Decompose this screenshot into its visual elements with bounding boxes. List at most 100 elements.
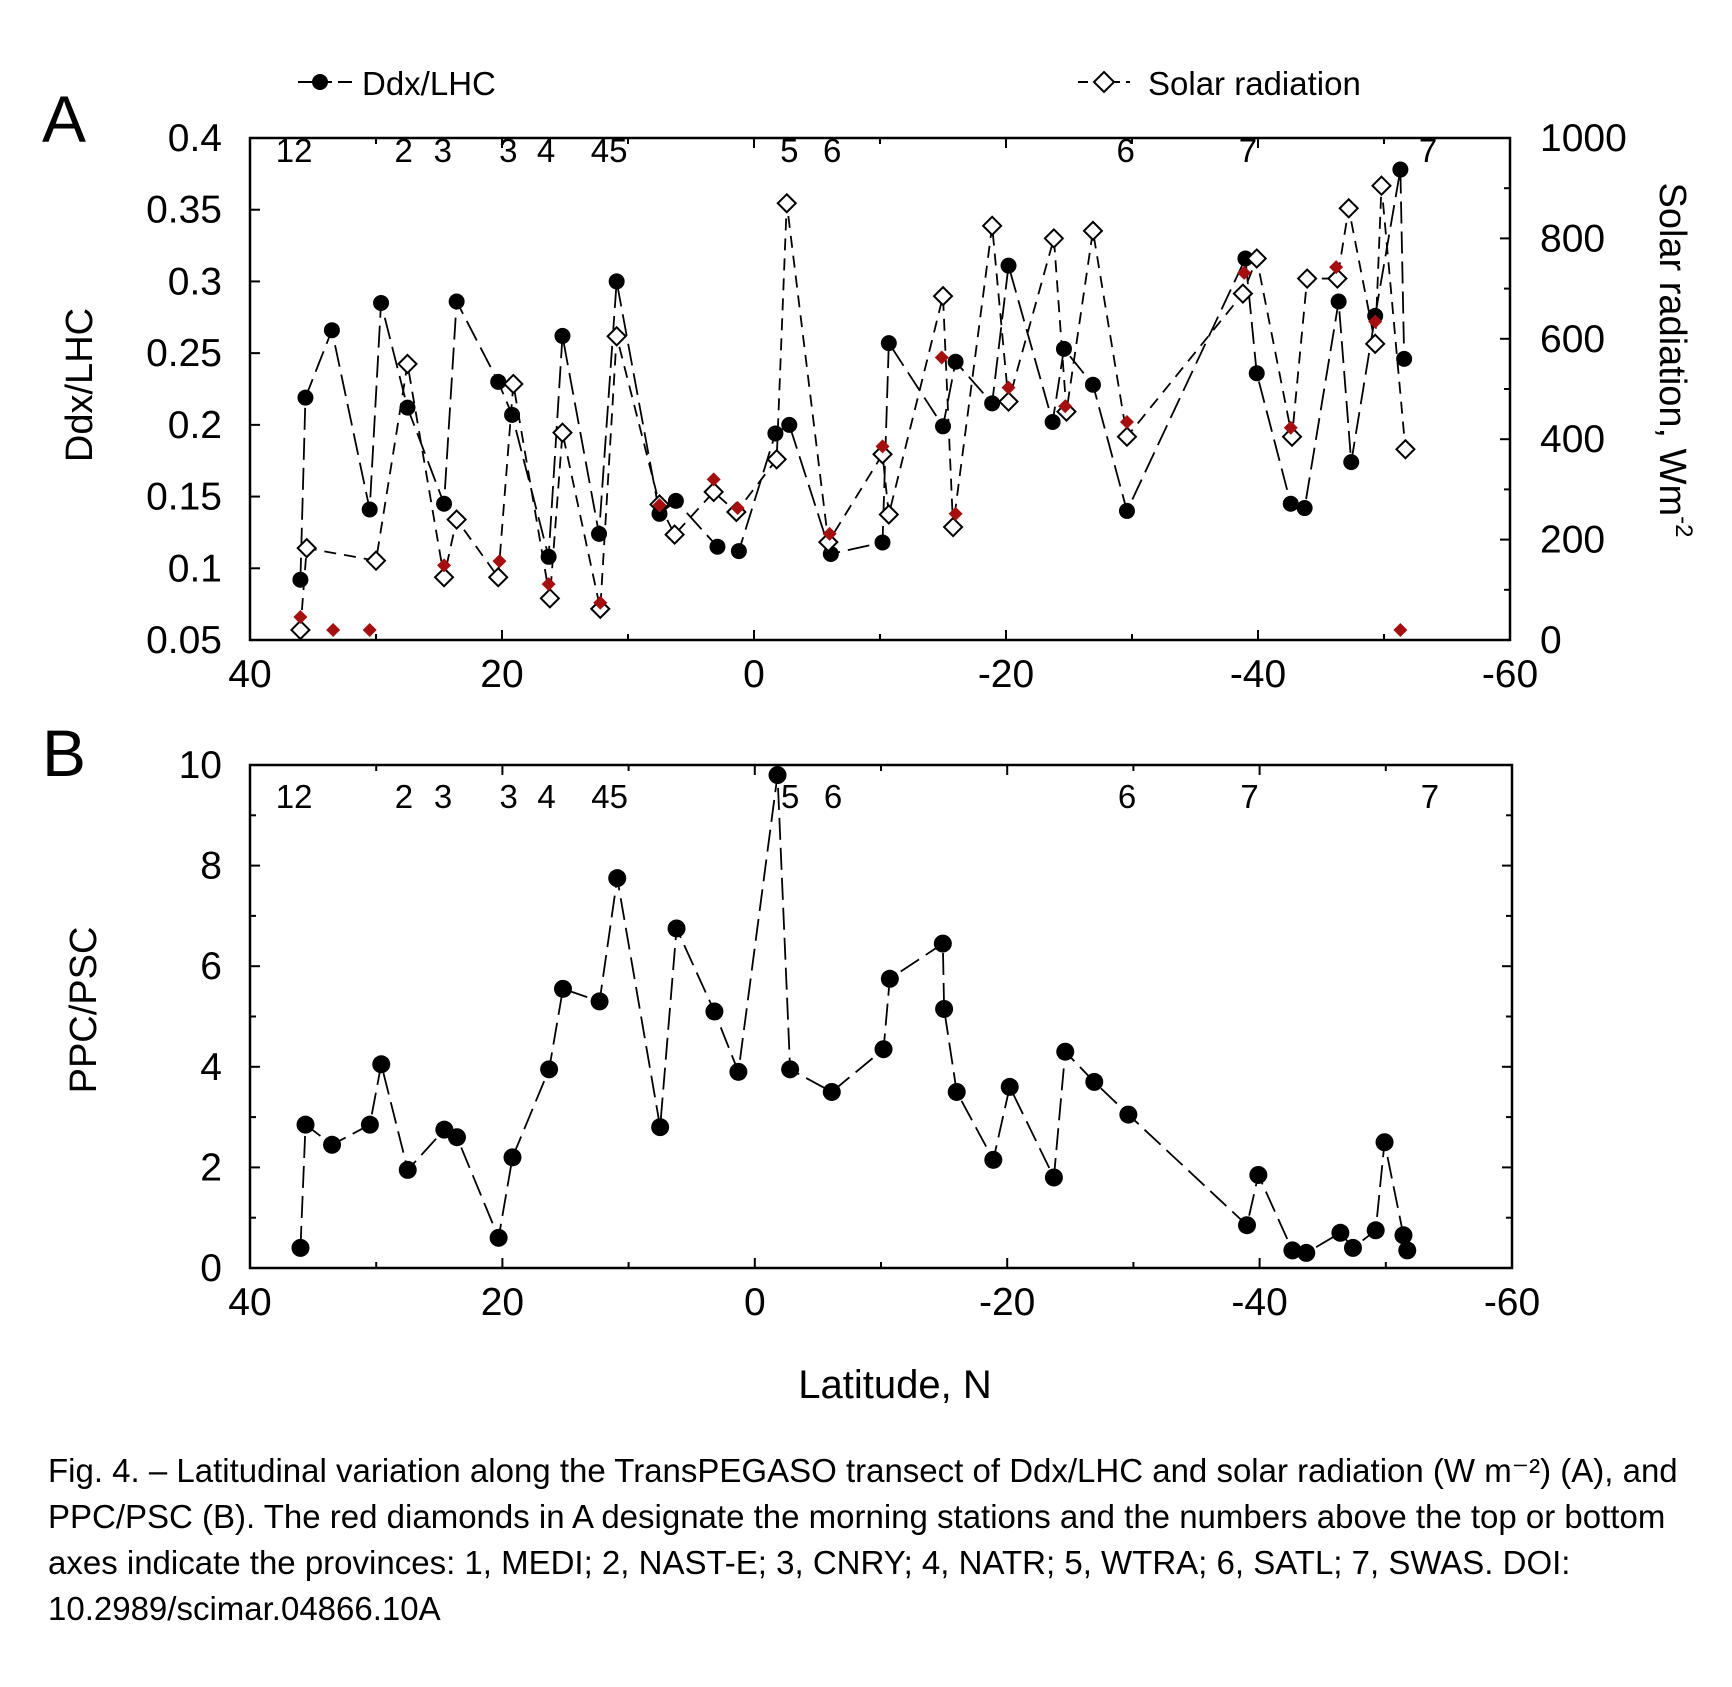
data-point-circle bbox=[1343, 454, 1360, 471]
x-tick-label: -60 bbox=[1484, 1281, 1540, 1324]
province-label: 5 bbox=[781, 778, 799, 815]
y-right-tick-label: 200 bbox=[1540, 519, 1605, 562]
data-point-circle bbox=[1084, 376, 1101, 393]
panel-b-label: B bbox=[42, 716, 86, 790]
y-tick-label: 0.1 bbox=[168, 547, 222, 590]
province-label: 2 bbox=[395, 778, 413, 815]
province-label: 5 bbox=[780, 132, 798, 169]
data-point-circle bbox=[1283, 1241, 1302, 1260]
data-point-circle bbox=[436, 495, 453, 512]
data-point-diamond bbox=[487, 566, 509, 588]
legend-item-ddx: Ddx/LHC bbox=[298, 65, 496, 102]
province-label: 7 bbox=[1240, 778, 1258, 815]
data-point-circle bbox=[1118, 502, 1135, 519]
data-point-circle bbox=[1237, 250, 1254, 267]
morning-station-marker bbox=[1329, 260, 1344, 275]
morning-station-marker bbox=[1283, 420, 1298, 435]
data-point-circle bbox=[1375, 1133, 1394, 1152]
data-point-diamond bbox=[296, 537, 318, 559]
y-right-tick-label: 0 bbox=[1540, 619, 1562, 662]
data-point-diamond bbox=[664, 524, 686, 545]
data-point-diamond bbox=[872, 443, 893, 465]
data-point-circle bbox=[291, 1238, 310, 1257]
data-point-circle bbox=[292, 571, 309, 588]
data-point-circle bbox=[540, 1060, 559, 1079]
data-point-diamond bbox=[878, 504, 900, 525]
legend-label-solar: Solar radiation bbox=[1148, 65, 1361, 102]
data-point-circle bbox=[323, 1135, 342, 1154]
y-tick-label: 8 bbox=[200, 845, 222, 888]
data-point-circle bbox=[608, 273, 625, 290]
panel-a-ylabel: Ddx/LHC bbox=[59, 308, 101, 462]
x-tick-label: 40 bbox=[228, 653, 271, 696]
data-point-diamond bbox=[1043, 227, 1065, 249]
data-point-circle bbox=[590, 992, 609, 1011]
data-point-circle bbox=[933, 934, 952, 953]
y-tick-label: 10 bbox=[179, 744, 222, 787]
data-point-diamond bbox=[942, 516, 964, 538]
y-tick-label: 2 bbox=[200, 1146, 222, 1189]
data-point-circle bbox=[874, 534, 891, 551]
data-point-diamond bbox=[1116, 426, 1138, 448]
x-tick-label: 20 bbox=[480, 653, 523, 696]
morning-station-marker bbox=[362, 622, 377, 637]
data-point-circle bbox=[1296, 500, 1313, 517]
data-point-circle bbox=[1297, 1243, 1316, 1262]
province-label: 6 bbox=[824, 778, 842, 815]
y-right-tick-label: 800 bbox=[1540, 217, 1605, 260]
province-label: 3 bbox=[434, 132, 452, 169]
morning-station-marker bbox=[822, 526, 837, 541]
data-point-diamond bbox=[606, 325, 628, 347]
y-tick-label: 0 bbox=[200, 1247, 222, 1290]
data-point-circle bbox=[1237, 1216, 1256, 1235]
data-point-circle bbox=[947, 1082, 966, 1101]
morning-station-marker bbox=[492, 554, 507, 569]
data-point-circle bbox=[781, 416, 798, 433]
morning-station-marker bbox=[652, 498, 667, 513]
panel-b-ylabel: PPC/PSC bbox=[63, 927, 105, 1094]
x-tick-label: 20 bbox=[481, 1281, 524, 1324]
x-tick-label: 0 bbox=[744, 1281, 766, 1324]
x-tick-label: -20 bbox=[979, 1281, 1035, 1324]
data-point-circle bbox=[490, 373, 507, 390]
data-point-circle bbox=[1000, 1077, 1019, 1096]
morning-station-marker bbox=[1237, 265, 1252, 280]
data-point-circle bbox=[503, 1148, 522, 1167]
data-point-diamond bbox=[1371, 175, 1392, 197]
morning-station-marker bbox=[293, 610, 308, 625]
data-point-circle bbox=[398, 1160, 417, 1179]
data-point-circle bbox=[1119, 1105, 1138, 1124]
data-point-circle bbox=[730, 543, 747, 560]
y-right-tick-label: 1000 bbox=[1540, 117, 1627, 160]
data-point-diamond bbox=[1082, 220, 1104, 242]
data-point-circle bbox=[1044, 413, 1061, 430]
data-point-circle bbox=[504, 406, 521, 423]
data-point-circle bbox=[1044, 1168, 1063, 1187]
data-point-circle bbox=[297, 389, 314, 406]
data-point-circle bbox=[781, 1060, 800, 1079]
legend: Ddx/LHC Solar radiation bbox=[298, 65, 1361, 102]
morning-station-marker bbox=[730, 501, 745, 516]
data-point-circle bbox=[447, 1128, 466, 1147]
morning-station-marker bbox=[948, 506, 963, 521]
data-point-diamond bbox=[766, 448, 788, 470]
data-point-circle bbox=[554, 327, 571, 344]
data-point-circle bbox=[1282, 495, 1299, 512]
data-point-circle bbox=[1055, 340, 1072, 357]
data-point-circle bbox=[1248, 365, 1265, 382]
morning-station-marker bbox=[1058, 399, 1073, 414]
data-point-circle bbox=[553, 979, 572, 998]
data-point-circle bbox=[360, 1115, 379, 1134]
figure: Ddx/LHC Solar radiation A B Ddx/LHC Sola… bbox=[42, 65, 1697, 1407]
y-tick-label: 0.35 bbox=[146, 189, 222, 232]
data-point-diamond bbox=[1246, 248, 1268, 269]
data-point-circle bbox=[1394, 1226, 1413, 1245]
data-point-circle bbox=[709, 538, 726, 555]
legend-label-ddx: Ddx/LHC bbox=[362, 65, 496, 102]
data-point-circle bbox=[651, 1118, 670, 1137]
morning-station-marker bbox=[541, 577, 556, 592]
data-point-circle bbox=[489, 1228, 508, 1247]
data-point-circle bbox=[984, 395, 1001, 412]
x-tick-label: -40 bbox=[1231, 1281, 1287, 1324]
morning-station-marker bbox=[593, 595, 608, 610]
